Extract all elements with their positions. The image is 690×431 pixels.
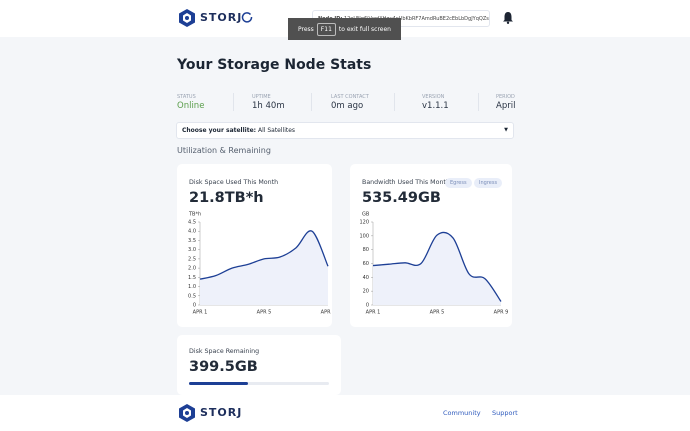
stat-label: STATUS <box>177 94 196 100</box>
logo-text: STORJ <box>200 406 243 419</box>
y-tick-label: 40 <box>363 275 369 281</box>
y-tick-label: 3.0 <box>188 247 196 253</box>
footer <box>0 395 690 431</box>
tag[interactable]: Ingress <box>474 178 503 188</box>
divider <box>311 93 312 111</box>
x-tick-label: APR 5 <box>430 310 445 316</box>
toast-text: to exit full screen <box>338 25 391 33</box>
axis-unit: GB <box>362 212 370 218</box>
select-label: Choose your satellite: <box>182 127 257 134</box>
stat-label: VERSION <box>422 94 445 100</box>
card-total: 21.8TB*h <box>189 190 264 206</box>
section-title: Utilization & Remaining <box>177 146 271 155</box>
logo-text: STORJ <box>200 11 243 24</box>
axis-unit: TB*h <box>188 212 201 218</box>
divider <box>233 93 234 111</box>
x-tick-label: APR 9 <box>321 310 332 316</box>
card-title: Disk Space Used This Month <box>189 179 279 186</box>
card-total: 535.49GB <box>362 190 441 206</box>
y-tick-label: 20 <box>363 289 369 295</box>
dropdown-arrow: ▼ <box>504 127 508 133</box>
node-id-value: 12eUNq6iVwdXHgy4xUbKbRF7AmdRuBE2cEbLbDgJ… <box>343 16 490 22</box>
card-title: Disk Space Remaining <box>189 348 260 355</box>
y-tick-label: 100 <box>359 233 369 239</box>
divider <box>478 93 479 111</box>
card: Disk Space Used This Month 21.8TB*h TB*h… <box>177 164 332 327</box>
select-value: All Satellites <box>258 127 296 134</box>
x-tick-label: APR 9 <box>494 310 509 316</box>
card: Bandwidth Used This Month Egress Ingress… <box>350 164 512 327</box>
satellite-select[interactable]: Choose your satellite: All Satellites ▼ <box>176 122 514 139</box>
y-tick-label: 4.5 <box>188 220 196 226</box>
y-tick-label: 120 <box>359 220 369 226</box>
y-tick-label: 1.5 <box>188 275 196 281</box>
logo-icon <box>179 9 195 27</box>
y-tick-label: 0 <box>193 303 196 309</box>
x-tick-label: APR 5 <box>257 310 272 316</box>
x-tick-label: APR 1 <box>366 310 381 316</box>
stat-value: 0m ago <box>331 101 364 111</box>
y-tick-label: 2.5 <box>188 256 196 262</box>
notifications-bell[interactable] <box>502 11 514 24</box>
y-tick-label: 1.0 <box>188 284 196 290</box>
toast-text: Press <box>298 25 314 33</box>
y-tick-label: 4.0 <box>188 229 196 235</box>
stat-label: PERIOD <box>496 94 515 100</box>
y-tick-label: 0.5 <box>188 293 196 299</box>
progress-track <box>189 382 329 385</box>
stat-value: Online <box>177 101 205 111</box>
tag[interactable]: Egress <box>445 178 472 188</box>
chart: TB*h 0 0.5 1.0 1.5 2.0 2.5 3.0 3.5 4.0 4.5 APR 1 APR… <box>188 212 332 316</box>
refresh-button[interactable] <box>241 11 253 23</box>
chart: GB 0 20 40 60 80 100 120 APR 1 APR 5 APR 9 <box>359 212 509 316</box>
line <box>372 231 502 302</box>
area <box>373 232 501 305</box>
stat-label: UPTIME <box>252 94 271 100</box>
y-tick-label: 3.5 <box>188 238 196 244</box>
toast-key: F11 <box>316 22 336 36</box>
y-tick-label: 60 <box>363 261 369 267</box>
y-tick-label: 80 <box>363 247 369 253</box>
area <box>200 230 328 305</box>
stat-value: 1h 40m <box>252 101 285 111</box>
footer-link[interactable]: Community <box>443 409 481 417</box>
stat-value: v1.1.1 <box>422 101 449 111</box>
logo-icon <box>179 404 195 422</box>
y-tick-label: 2.0 <box>188 266 196 272</box>
card-total: 399.5GB <box>189 359 258 375</box>
footer-link[interactable]: Support <box>492 409 518 417</box>
fullscreen-toast: Press F11 to exit full screen <box>288 18 401 40</box>
y-tick-label: 0 <box>366 303 369 309</box>
progress-fill <box>189 382 248 385</box>
x-tick-label: APR 1 <box>193 310 208 316</box>
stat-value: April <box>496 101 516 111</box>
stat-label: LAST CONTACT <box>331 94 369 100</box>
divider <box>394 93 395 111</box>
line <box>199 230 329 280</box>
page-title: Your Storage Node Stats <box>177 57 372 73</box>
card-title: Bandwidth Used This Month <box>362 179 450 186</box>
card: Disk Space Remaining 399.5GB <box>177 335 341 395</box>
